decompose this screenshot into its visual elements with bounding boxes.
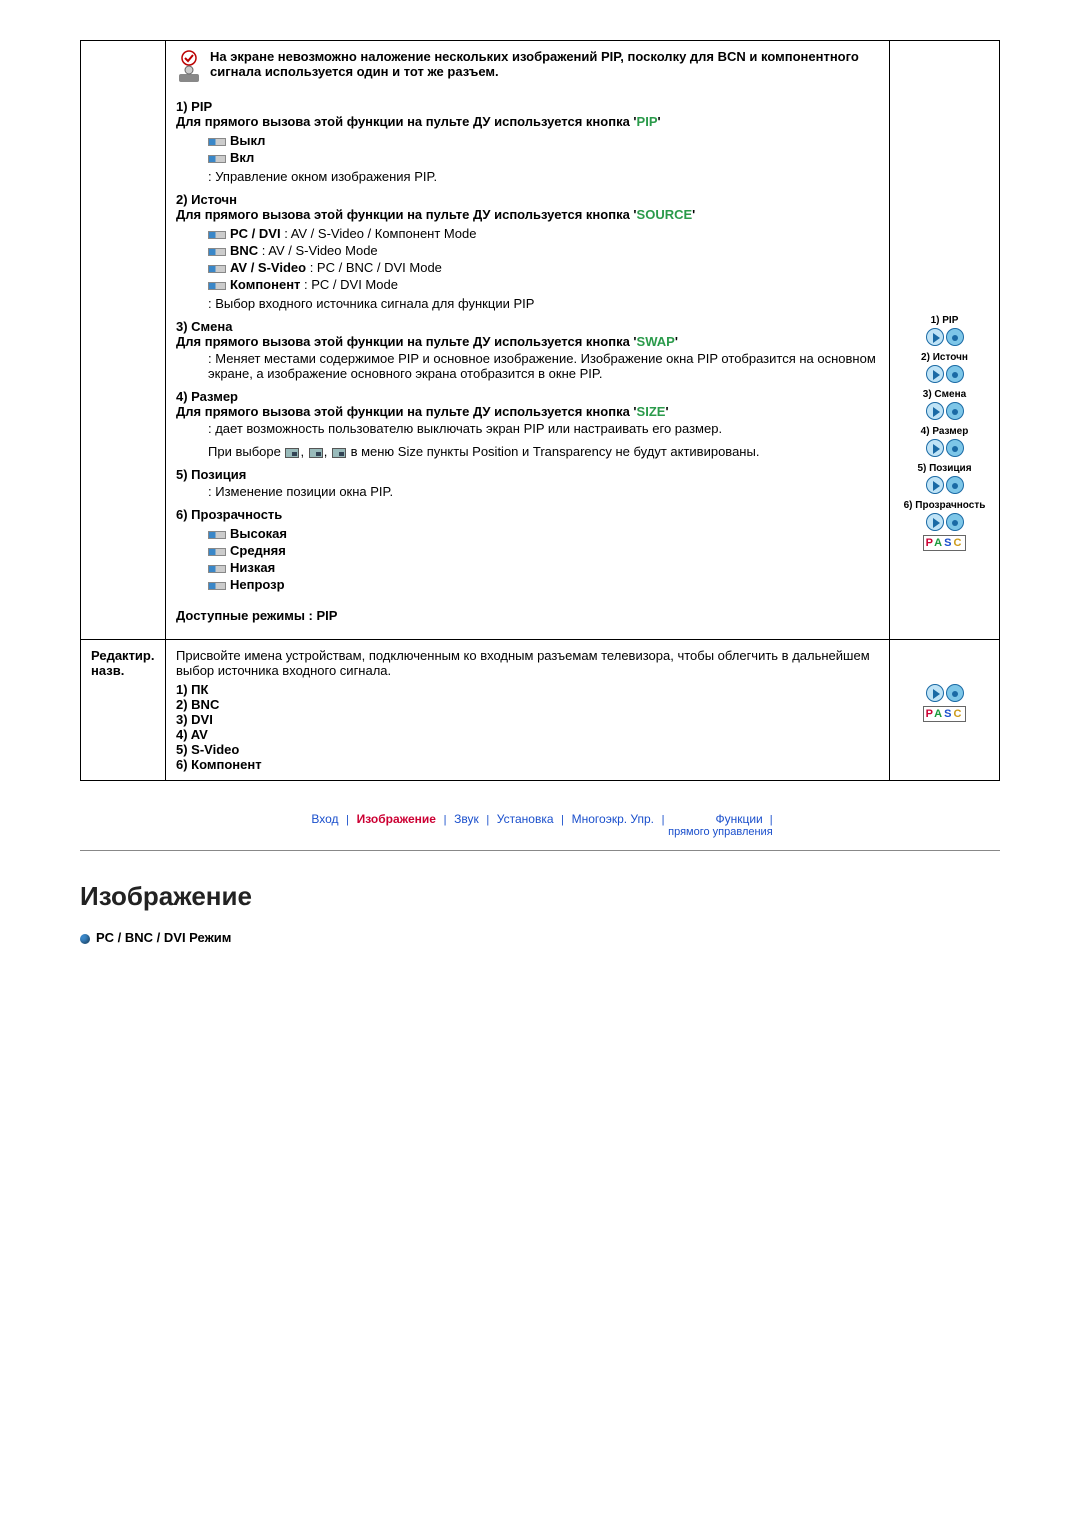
row2-item: 3) DVI [176,712,879,727]
dot-icon [946,402,964,420]
row2-item: 1) ПК [176,682,879,697]
play-icon [926,684,944,702]
row2-side-cell: PASC [890,640,1000,781]
note-icon [176,49,202,85]
size-icon [285,448,299,458]
pasc-badge: PASC [923,706,967,722]
bullet-icon [208,548,226,556]
bullet-icon [208,582,226,590]
dot-icon [946,684,964,702]
row2-item: 4) AV [176,727,879,742]
tab-image[interactable]: Изображение [357,812,436,826]
dot-icon [946,513,964,531]
sec2-desc: : Выбор входного источника сигнала для ф… [176,296,879,311]
side-label: 1) PIP [900,315,989,326]
sec4-intro: Для прямого вызова этой функции на пульт… [176,404,879,419]
bullet-icon [208,155,226,163]
tab-functions[interactable]: Функции [715,812,762,826]
sec2-intro: Для прямого вызова этой функции на пульт… [176,207,879,222]
sec4-desc-b: При выборе , , в меню Size пункты Positi… [176,444,879,459]
play-icon [926,328,944,346]
play-icon [926,365,944,383]
sec1-intro: Для прямого вызова этой функции на пульт… [176,114,879,129]
row2-item: 6) Компонент [176,757,879,772]
bullet-icon [208,265,226,273]
sec3-intro: Для прямого вызова этой функции на пульт… [176,334,879,349]
tab-multi[interactable]: Многоэкр. Упр. [572,812,654,826]
side-label: 6) Прозрачность [900,500,989,511]
note-text: На экране невозможно наложение нескольки… [210,49,879,85]
tabs-nav: Вход | Изображение | Звук | Установка | … [80,811,1000,838]
bullet-icon [208,231,226,239]
row1-side-cell: 1) PIP 2) Источн 3) Смена 4) Размер 5) П… [890,41,1000,640]
play-icon [926,402,944,420]
sec3-desc: : Меняет местами содержимое PIP и основн… [176,351,879,381]
available-modes: Доступные режимы : PIP [176,608,879,623]
play-icon [926,439,944,457]
tab-functions-sub: прямого управления [668,826,773,838]
play-icon [926,476,944,494]
bullet-icon [208,565,226,573]
bullet-icon [208,248,226,256]
divider [80,850,1000,851]
bullet-icon [208,282,226,290]
size-icon [332,448,346,458]
mode-bullet-icon [80,934,90,944]
row2-content-cell: Присвойте имена устройствам, подключенны… [166,640,890,781]
sec1-title: 1) PIP [176,99,879,114]
tab-sound[interactable]: Звук [454,812,479,826]
sec2-title: 2) Источн [176,192,879,207]
row1-content-cell: На экране невозможно наложение нескольки… [166,41,890,640]
bullet-icon [208,138,226,146]
sec1-desc: : Управление окном изображения PIP. [176,169,879,184]
sec6-title: 6) Прозрачность [176,507,879,522]
pasc-badge: PASC [923,535,967,551]
side-label: 5) Позиция [900,463,989,474]
row2-item: 2) BNC [176,697,879,712]
tab-setup[interactable]: Установка [497,812,554,826]
row2-item: 5) S-Video [176,742,879,757]
row1-label-cell [81,41,166,640]
dot-icon [946,328,964,346]
sec2-items: PC / DVI : AV / S-Video / Компонент Mode… [176,226,879,292]
play-icon [926,513,944,531]
size-icon [309,448,323,458]
section-heading: Изображение [80,881,1000,912]
row2-label-cell: Редактир. назв. [81,640,166,781]
dot-icon [946,476,964,494]
sec6-items: Высокая Средняя Низкая Непрозр [176,526,879,592]
dot-icon [946,439,964,457]
dot-icon [946,365,964,383]
sec5-desc: : Изменение позиции окна PIP. [176,484,879,499]
main-table: На экране невозможно наложение нескольки… [80,40,1000,781]
mode-line: PC / BNC / DVI Режим [80,930,1000,945]
side-label: 3) Смена [900,389,989,400]
side-label: 4) Размер [900,426,989,437]
side-label: 2) Источн [900,352,989,363]
sec4-desc-a: : дает возможность пользователю выключат… [176,421,879,436]
sec4-title: 4) Размер [176,389,879,404]
tab-input[interactable]: Вход [311,812,338,826]
row2-intro: Присвойте имена устройствам, подключенны… [176,648,879,678]
sec3-title: 3) Смена [176,319,879,334]
sec1-items: Выкл Вкл [176,133,879,165]
bullet-icon [208,531,226,539]
sec5-title: 5) Позиция [176,467,879,482]
